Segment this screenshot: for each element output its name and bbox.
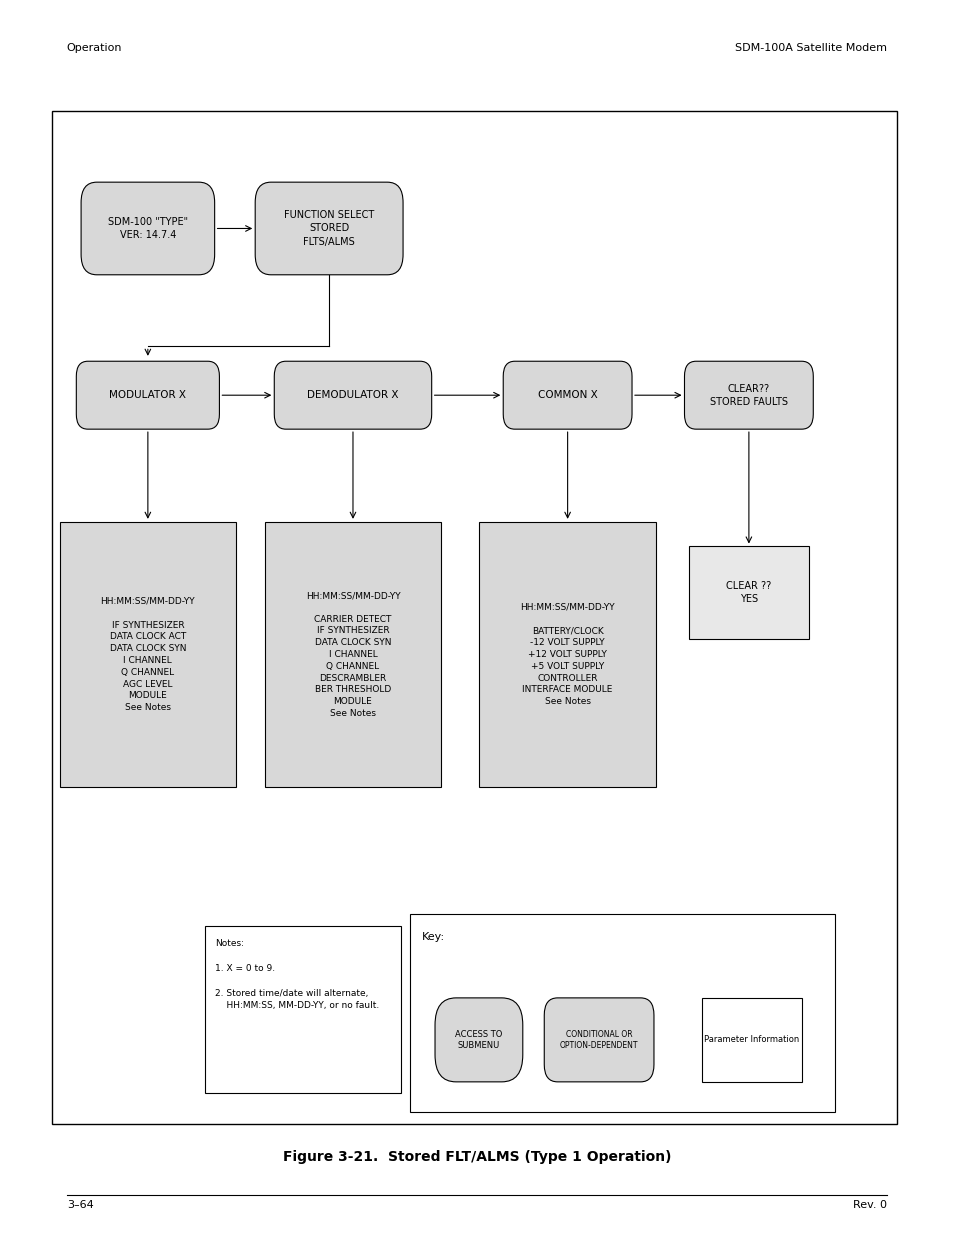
FancyBboxPatch shape xyxy=(76,361,219,429)
Text: CONDITIONAL OR
OPTION-DEPENDENT: CONDITIONAL OR OPTION-DEPENDENT xyxy=(559,1030,638,1050)
Bar xyxy=(205,926,400,1093)
FancyBboxPatch shape xyxy=(503,361,631,429)
Text: CLEAR??
STORED FAULTS: CLEAR?? STORED FAULTS xyxy=(709,384,787,406)
FancyBboxPatch shape xyxy=(543,998,653,1082)
Text: Notes:

1. X = 0 to 9.

2. Stored time/date will alternate,
    HH:MM:SS, MM-DD-: Notes: 1. X = 0 to 9. 2. Stored time/dat… xyxy=(214,939,378,1010)
Text: Key:: Key: xyxy=(421,932,444,942)
Text: SDM-100 "TYPE"
VER: 14.7.4: SDM-100 "TYPE" VER: 14.7.4 xyxy=(108,217,188,240)
Text: Figure 3-21.  Stored FLT/ALMS (Type 1 Operation): Figure 3-21. Stored FLT/ALMS (Type 1 Ope… xyxy=(282,1150,671,1165)
Bar xyxy=(60,521,236,788)
FancyBboxPatch shape xyxy=(254,183,402,275)
Text: DEMODULATOR X: DEMODULATOR X xyxy=(307,390,398,400)
Text: HH:MM:SS/MM-DD-YY

BATTERY/CLOCK
-12 VOLT SUPPLY
+12 VOLT SUPPLY
+5 VOLT SUPPLY
: HH:MM:SS/MM-DD-YY BATTERY/CLOCK -12 VOLT… xyxy=(519,603,615,706)
FancyBboxPatch shape xyxy=(274,361,431,429)
FancyBboxPatch shape xyxy=(81,183,214,275)
Text: 3–64: 3–64 xyxy=(67,1200,93,1210)
Text: MODULATOR X: MODULATOR X xyxy=(110,390,186,400)
Bar xyxy=(410,914,834,1112)
Bar xyxy=(52,111,896,1124)
FancyBboxPatch shape xyxy=(683,361,812,429)
FancyBboxPatch shape xyxy=(435,998,522,1082)
Bar xyxy=(700,998,801,1082)
Text: FUNCTION SELECT
STORED
FLTS/ALMS: FUNCTION SELECT STORED FLTS/ALMS xyxy=(284,210,374,247)
Text: Operation: Operation xyxy=(67,43,122,53)
FancyBboxPatch shape xyxy=(440,1074,507,1102)
Text: CLEAR ??
YES: CLEAR ?? YES xyxy=(725,582,771,604)
Text: SDM-100A Satellite Modem: SDM-100A Satellite Modem xyxy=(735,43,886,53)
Text: ACCESS TO
SUBMENU: ACCESS TO SUBMENU xyxy=(455,1030,502,1050)
Bar xyxy=(478,521,655,788)
Text: Parameter Information: Parameter Information xyxy=(703,1035,799,1045)
Text: COMMON X: COMMON X xyxy=(537,390,597,400)
Bar xyxy=(688,546,808,640)
Text: HH:MM:SS/MM-DD-YY

CARRIER DETECT
IF SYNTHESIZER
DATA CLOCK SYN
I CHANNEL
Q CHAN: HH:MM:SS/MM-DD-YY CARRIER DETECT IF SYNT… xyxy=(305,592,400,718)
Bar xyxy=(264,521,440,788)
Text: Rev. 0: Rev. 0 xyxy=(852,1200,886,1210)
Text: HH:MM:SS/MM-DD-YY

IF SYNTHESIZER
DATA CLOCK ACT
DATA CLOCK SYN
I CHANNEL
Q CHAN: HH:MM:SS/MM-DD-YY IF SYNTHESIZER DATA CL… xyxy=(100,597,195,713)
